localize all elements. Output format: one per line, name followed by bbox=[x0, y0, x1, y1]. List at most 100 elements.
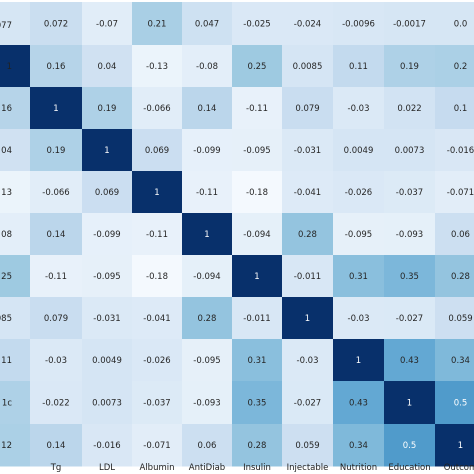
cell-value-label: -0.031 bbox=[93, 314, 120, 324]
cell-value-label: -0.066 bbox=[42, 188, 69, 198]
heatmap-cell bbox=[132, 255, 183, 298]
cell-value-label: -0.025 bbox=[243, 20, 270, 30]
cell-value-label: 0.43 bbox=[400, 356, 419, 366]
cell-value-label: -0.093 bbox=[193, 399, 220, 409]
heatmap-cell bbox=[384, 381, 436, 425]
cell-value-label: 0.1 bbox=[454, 104, 468, 114]
cell-value-label: 1 bbox=[204, 230, 209, 240]
cell-value-label: -0.016 bbox=[447, 146, 474, 156]
cell-value-label: 0.2 bbox=[454, 62, 468, 72]
heatmap-cell bbox=[82, 381, 133, 425]
cell-value-label: 0.31 bbox=[349, 272, 368, 282]
heatmap-cell bbox=[384, 339, 436, 382]
heatmap-cell bbox=[0, 381, 31, 425]
cell-value-label: -0.026 bbox=[345, 188, 372, 198]
heatmap-cell bbox=[333, 87, 385, 130]
heatmap-cell bbox=[0, 171, 31, 214]
cell-value-label: -0.095 bbox=[243, 146, 270, 156]
heatmap-cell bbox=[435, 213, 474, 256]
row-tick-label: 04 bbox=[1, 146, 12, 156]
heatmap-cell bbox=[232, 171, 283, 214]
heatmap-cell bbox=[30, 171, 83, 214]
cell-value-label: -0.022 bbox=[42, 399, 69, 409]
heatmap-cell bbox=[30, 213, 83, 256]
cell-value-label: -0.041 bbox=[143, 314, 170, 324]
heatmap-cell bbox=[232, 255, 283, 298]
heatmap-cell bbox=[232, 381, 283, 425]
cell-value-label: 0.28 bbox=[198, 314, 217, 324]
heatmap-cell bbox=[182, 255, 233, 298]
heatmap-cell bbox=[282, 45, 334, 88]
cell-value-label: 0.059 bbox=[295, 441, 319, 451]
row-tick-label: 12 bbox=[1, 441, 12, 451]
cell-value-label: 1 bbox=[458, 441, 463, 451]
cell-value-label: -0.094 bbox=[243, 230, 270, 240]
heatmap-cell bbox=[30, 2, 83, 46]
heatmap-cell bbox=[132, 297, 183, 340]
heatmap-cell bbox=[132, 381, 183, 425]
heatmap-cell bbox=[232, 297, 283, 340]
row-tick-label: 11 bbox=[1, 356, 12, 366]
heatmap-cell bbox=[30, 87, 83, 130]
heatmap-cell bbox=[282, 171, 334, 214]
cell-value-label: -0.041 bbox=[294, 188, 321, 198]
heatmap-cell bbox=[282, 297, 334, 340]
column-tick-label: Tg bbox=[50, 463, 62, 473]
cell-value-label: -0.026 bbox=[143, 356, 170, 366]
cell-value-label: 0.04 bbox=[98, 62, 117, 72]
cell-value-label: -0.0017 bbox=[393, 20, 426, 30]
cell-value-label: 0.06 bbox=[451, 230, 470, 240]
heatmap-cell bbox=[182, 297, 233, 340]
cell-value-label: 0.069 bbox=[95, 188, 119, 198]
cell-value-label: 0.34 bbox=[349, 441, 368, 451]
heatmap-cell bbox=[232, 45, 283, 88]
heatmap-cell bbox=[82, 2, 133, 46]
cell-value-label: 0.079 bbox=[295, 104, 319, 114]
cell-value-label: 0.059 bbox=[448, 314, 472, 324]
cell-value-label: 0.0085 bbox=[293, 62, 323, 72]
cell-value-label: -0.071 bbox=[143, 441, 170, 451]
cell-value-label: 0.11 bbox=[349, 62, 368, 72]
cell-value-label: -0.066 bbox=[143, 104, 170, 114]
heatmap-cell bbox=[182, 45, 233, 88]
heatmap-cell bbox=[82, 45, 133, 88]
heatmap-cell bbox=[82, 87, 133, 130]
heatmap-cell bbox=[132, 171, 183, 214]
heatmap-cell bbox=[384, 297, 436, 340]
cell-value-label: 0.34 bbox=[451, 356, 470, 366]
row-tick-label: 16 bbox=[1, 104, 12, 114]
cell-value-label: -0.18 bbox=[146, 272, 168, 282]
cell-value-label: 1 bbox=[254, 272, 259, 282]
heatmap-cell bbox=[0, 129, 31, 172]
heatmap-cell bbox=[132, 129, 183, 172]
cell-value-label: -0.07 bbox=[96, 20, 118, 30]
column-tick-label: Injectable bbox=[287, 463, 329, 473]
row-tick-label: 1 bbox=[7, 62, 12, 72]
heatmap-cell bbox=[82, 424, 133, 467]
cell-value-label: 0.43 bbox=[349, 399, 368, 409]
row-tick-label: 1c bbox=[2, 399, 12, 409]
heatmap-cell bbox=[0, 213, 31, 256]
cell-value-label: -0.094 bbox=[193, 272, 220, 282]
cell-value-label: 0.21 bbox=[148, 20, 167, 30]
heatmap-cell bbox=[182, 2, 233, 46]
cell-value-label: 0.28 bbox=[451, 272, 470, 282]
cell-value-label: 0.5 bbox=[454, 399, 468, 409]
cell-value-label: -0.016 bbox=[93, 441, 120, 451]
cell-value-label: -0.11 bbox=[246, 104, 268, 114]
heatmap-cell bbox=[30, 297, 83, 340]
cell-value-label: -0.11 bbox=[146, 230, 168, 240]
row-tick-label: 08 bbox=[1, 230, 12, 240]
heatmap-cell bbox=[384, 87, 436, 130]
heatmap-cell bbox=[132, 424, 183, 467]
heatmap-cell bbox=[232, 213, 283, 256]
cell-value-label: 0.19 bbox=[47, 146, 66, 156]
heatmap-cell bbox=[435, 87, 474, 130]
heatmap-cell bbox=[182, 87, 233, 130]
row-tick-label: 0085 bbox=[0, 314, 12, 324]
row-tick-label: 25 bbox=[1, 272, 12, 282]
heatmap-cell bbox=[333, 213, 385, 256]
cell-value-label: 0.19 bbox=[400, 62, 419, 72]
